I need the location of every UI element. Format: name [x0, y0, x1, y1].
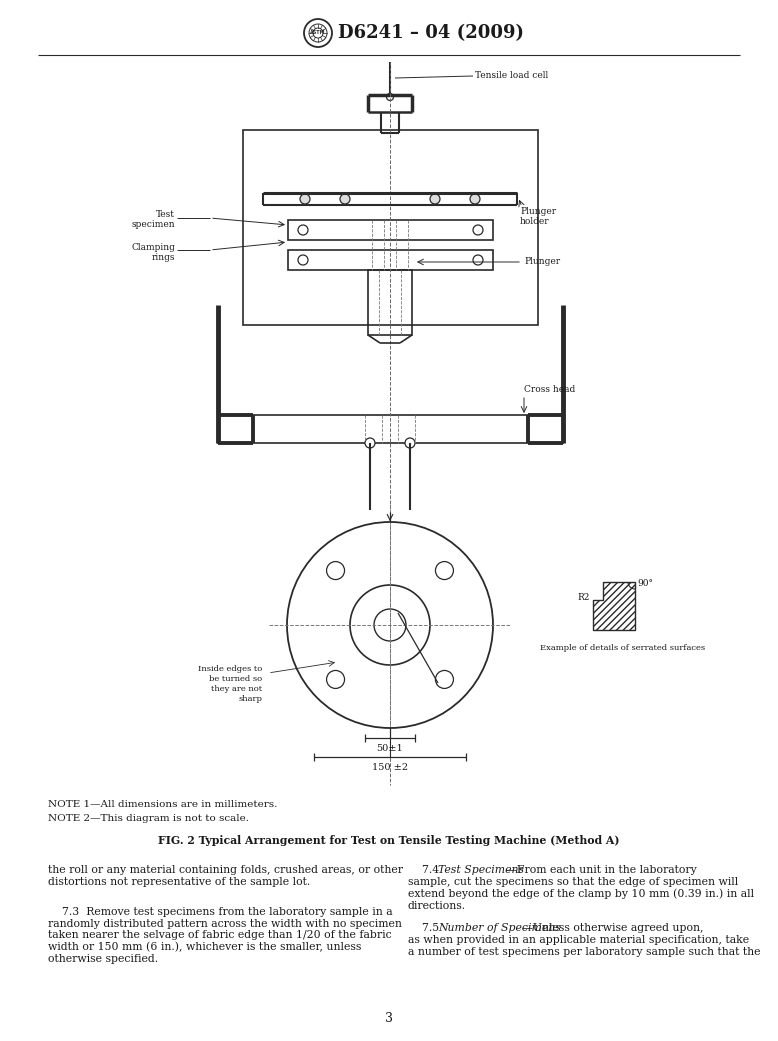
- Text: 50±1: 50±1: [377, 744, 403, 753]
- Text: Cross head: Cross head: [524, 385, 575, 395]
- Circle shape: [365, 438, 375, 448]
- Text: holder: holder: [520, 217, 549, 226]
- Text: Example of details of serrated surfaces: Example of details of serrated surfaces: [540, 644, 705, 652]
- Text: rings: rings: [152, 253, 175, 262]
- Text: Tensile load cell: Tensile load cell: [475, 71, 548, 79]
- Text: NOTE 2—This diagram is not to scale.: NOTE 2—This diagram is not to scale.: [48, 814, 249, 823]
- Text: 7.4: 7.4: [408, 865, 446, 875]
- Text: sharp: sharp: [238, 695, 262, 703]
- Text: Test Specimens: Test Specimens: [438, 865, 524, 875]
- Text: 7.5: 7.5: [408, 923, 446, 933]
- Text: be turned so: be turned so: [209, 675, 262, 683]
- Text: NOTE 1—All dimensions are in millimeters.: NOTE 1—All dimensions are in millimeters…: [48, 799, 278, 809]
- Bar: [288, 220, 493, 240]
- Bar: [288, 250, 493, 270]
- Text: 150 ±2: 150 ±2: [372, 763, 408, 772]
- Text: 90°: 90°: [637, 579, 653, 588]
- Text: Inside edges to: Inside edges to: [198, 665, 262, 672]
- Bar: [243, 130, 538, 325]
- Text: R2: R2: [577, 592, 590, 602]
- Circle shape: [340, 194, 350, 204]
- Bar: [218, 415, 563, 443]
- Text: ASTM: ASTM: [310, 30, 326, 35]
- Text: D6241 – 04 (2009): D6241 – 04 (2009): [338, 24, 524, 42]
- Circle shape: [387, 94, 394, 101]
- Circle shape: [470, 194, 480, 204]
- Circle shape: [430, 194, 440, 204]
- Text: Clamping: Clamping: [131, 243, 175, 252]
- Text: 3: 3: [385, 1012, 393, 1025]
- Bar: [368, 270, 412, 335]
- Text: they are not: they are not: [211, 685, 262, 693]
- Text: Test: Test: [156, 210, 175, 219]
- Text: the roll or any material containing folds, crushed areas, or other
distortions n: the roll or any material containing fold…: [48, 865, 403, 887]
- Text: 7.3  Remove test specimens from the laboratory sample in a
randomly distributed : 7.3 Remove test specimens from the labor…: [48, 907, 402, 964]
- Text: FIG. 2 Typical Arrangement for Test on Tensile Testing Machine (Method A): FIG. 2 Typical Arrangement for Test on T…: [158, 835, 620, 846]
- Text: sample, cut the specimens so that the edge of specimen will
extend beyond the ed: sample, cut the specimens so that the ed…: [408, 877, 754, 911]
- Text: Plunger: Plunger: [524, 257, 560, 266]
- Text: —From each unit in the laboratory: —From each unit in the laboratory: [506, 865, 697, 875]
- Text: —Unless otherwise agreed upon,: —Unless otherwise agreed upon,: [522, 923, 703, 933]
- Text: Plunger: Plunger: [520, 207, 556, 215]
- Text: Number of Specimens: Number of Specimens: [438, 923, 561, 933]
- Circle shape: [300, 194, 310, 204]
- Text: specimen: specimen: [131, 220, 175, 229]
- Text: as when provided in an applicable material specification, take
a number of test : as when provided in an applicable materi…: [408, 935, 761, 957]
- Circle shape: [405, 438, 415, 448]
